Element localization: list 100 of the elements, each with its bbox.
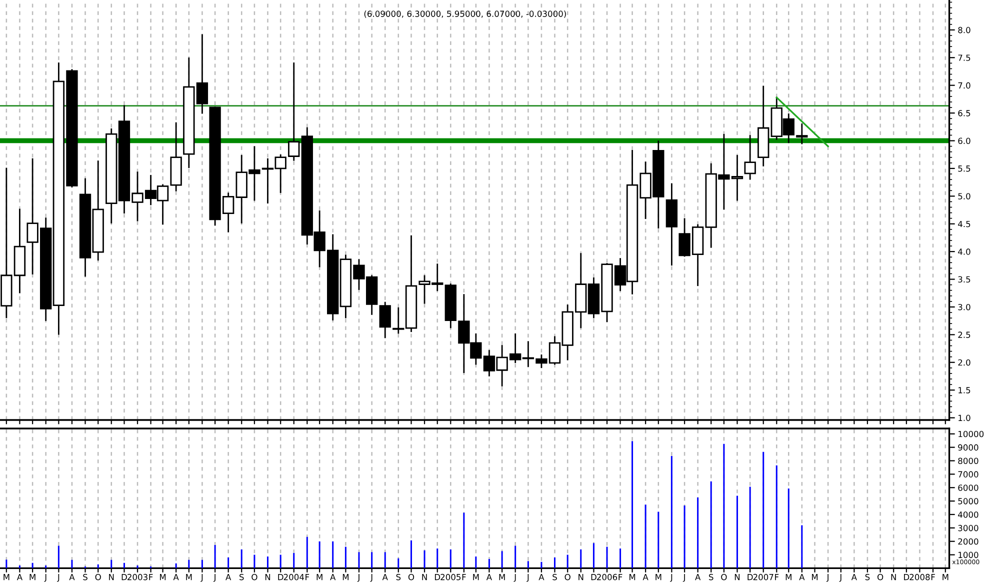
x-tick-label: M xyxy=(342,574,348,580)
x-tick-label: O xyxy=(721,574,727,580)
x-tick-label: A xyxy=(486,574,492,580)
y-tick-label: 7.0 xyxy=(958,82,970,89)
x-tick-label: M xyxy=(812,574,818,580)
y-tick-label: 3.5 xyxy=(958,276,970,283)
y-tick-label: 6.0 xyxy=(958,138,970,144)
y-tick-label: 8000 xyxy=(958,458,978,464)
x-tick-label: J xyxy=(57,574,60,582)
x-tick-label: A xyxy=(226,574,232,580)
candlestick xyxy=(196,34,208,114)
x-tick-label: N xyxy=(422,574,427,580)
x-tick-label: A xyxy=(173,574,179,580)
x-tick-label: J xyxy=(213,574,216,582)
x-tick-label: F xyxy=(775,574,779,580)
x-tick-label: J xyxy=(370,574,372,582)
x-tick-label: D xyxy=(278,574,284,580)
x-tick-label: O xyxy=(564,574,570,580)
y-tick-label: 7.5 xyxy=(958,54,970,61)
x-tick-label: A xyxy=(538,574,544,580)
x-tick-label: N xyxy=(109,574,114,580)
y-tick-label: 1.0 xyxy=(958,414,970,422)
y-tick-label: 4.5 xyxy=(958,220,970,228)
y-tick-label: 10000 xyxy=(958,430,984,438)
x-tick-label: N xyxy=(891,574,896,580)
x-tick-label: D xyxy=(434,574,440,580)
text: (6.09000, 6.30000, 5.95000, 6.07000, -0.03000) xyxy=(364,10,566,18)
y-tick-label: 2.0 xyxy=(958,359,970,366)
y-tick-label: 2000 xyxy=(958,538,978,545)
x-tick-label: F xyxy=(931,574,935,580)
x-tick-label: O xyxy=(408,574,414,580)
candlestick xyxy=(379,302,391,338)
x-tick-label: M xyxy=(656,574,662,580)
y-tick-label: 5000 xyxy=(958,498,978,504)
x-tick-label: J xyxy=(514,574,516,582)
x-tick-label: J xyxy=(839,574,842,582)
y-tick-label: 3000 xyxy=(958,524,978,532)
x-tick-label: J xyxy=(44,574,46,582)
x-tick-label: M xyxy=(30,574,36,580)
x-tick-label: F xyxy=(618,574,622,580)
x-tick-label: 2005 xyxy=(440,574,461,580)
y-tick-label: 7000 xyxy=(958,471,978,478)
y-tick-label: 1.5 xyxy=(958,387,970,394)
x-tick-label: J xyxy=(670,574,672,582)
y-tick-label: 5.5 xyxy=(958,166,970,172)
x-tick-label: N xyxy=(734,574,740,580)
y-tick-label: 6.5 xyxy=(958,110,970,116)
y-tick-label: 2.5 xyxy=(958,332,970,338)
x-tick-label: S xyxy=(865,574,870,580)
y-tick-label: 1000 xyxy=(958,552,978,558)
x-tick-label: M xyxy=(186,574,192,580)
y-tick-label: 8.0 xyxy=(958,26,970,34)
x-tick-label: D xyxy=(748,574,753,580)
x-tick-label: S xyxy=(396,574,401,580)
x-tick-label: M xyxy=(630,574,636,580)
x-tick-label: M xyxy=(473,574,479,580)
y-tick-label: 3.0 xyxy=(958,304,970,310)
x-tick-label: A xyxy=(799,574,805,580)
x-tick-label: J xyxy=(200,574,203,582)
y-tick-label: 5.0 xyxy=(958,193,970,200)
x-tick-label: D xyxy=(591,574,596,580)
x-tick-label: N xyxy=(578,574,584,580)
x-tick-label: D xyxy=(904,574,910,580)
x-tick-label: F xyxy=(149,574,153,580)
x-tick-label: J xyxy=(682,574,685,582)
x-tick-label: F xyxy=(462,574,466,580)
x-tick-label: J xyxy=(526,574,529,582)
x-tick-label: A xyxy=(382,574,388,580)
x-tick-label: M xyxy=(4,574,10,580)
y-tick-label: 9000 xyxy=(958,444,978,451)
x-tick-label: J xyxy=(357,574,360,582)
x-tick-label: M xyxy=(160,574,166,580)
x-tick-label: A xyxy=(16,574,22,580)
x-tick-label: A xyxy=(642,574,648,580)
x-tick-label: O xyxy=(877,574,884,580)
x-tick-label: 2003 xyxy=(128,574,148,580)
x-tick-label: S xyxy=(709,574,714,580)
y-tick-label: 6000 xyxy=(958,484,978,491)
x-tick-label: M xyxy=(786,574,792,580)
x-tick-label: N xyxy=(265,574,270,580)
x-tick-label: S xyxy=(552,574,557,580)
x-tick-label: M xyxy=(316,574,322,580)
x-tick-label: S xyxy=(83,574,88,580)
candlestick xyxy=(744,135,756,180)
x-tick-label: 2007 xyxy=(753,574,774,580)
x-tick-label: O xyxy=(252,574,258,580)
x-tick-label: A xyxy=(695,574,701,580)
x-tick-label: D xyxy=(122,574,127,580)
x-tick-label: M xyxy=(942,574,948,580)
x-tick-label: F xyxy=(306,574,310,580)
x-tick-label: A xyxy=(69,574,75,580)
y-tick-label: 4.0 xyxy=(958,248,970,255)
x-tick-label: M xyxy=(499,574,505,580)
x-tick-label: 2008 xyxy=(910,574,930,580)
x-tick-label: O xyxy=(95,574,101,580)
x-tick-label: J xyxy=(826,574,828,582)
x-tick-label: S xyxy=(240,574,244,580)
x-tick-label: A xyxy=(330,574,336,580)
x-tick-label: 2004 xyxy=(284,574,304,580)
x-tick-label: 2006 xyxy=(597,574,618,580)
